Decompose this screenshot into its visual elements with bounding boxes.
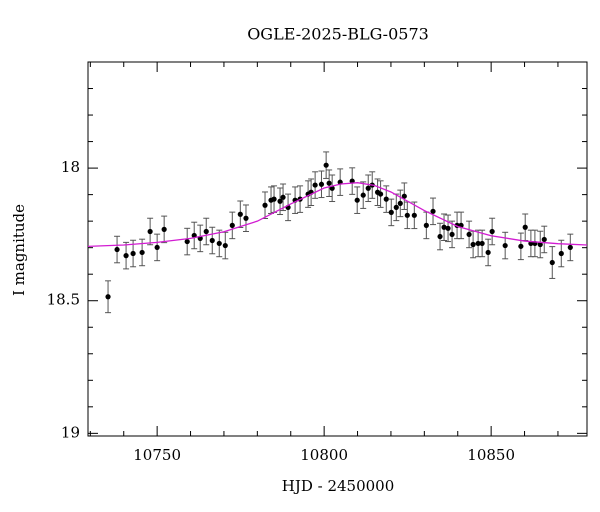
data-point [475, 240, 481, 247]
x-tick-label: 10800 [300, 446, 348, 464]
data-point [326, 180, 332, 186]
data-point [485, 249, 491, 256]
data-point [537, 241, 543, 248]
y-tick-label: 18.5 [47, 291, 80, 309]
y-tick-label: 18 [61, 158, 80, 176]
data-point [280, 194, 286, 200]
chart-title: OGLE-2025-BLG-0573 [247, 25, 429, 44]
x-tick-label: 10750 [133, 446, 181, 464]
data-point [466, 231, 472, 238]
data-point [404, 212, 410, 218]
data-point [549, 259, 555, 266]
data-point [365, 185, 371, 191]
data-point [161, 226, 167, 232]
data-point [502, 242, 508, 249]
data-point [154, 244, 160, 251]
data-point [123, 253, 129, 259]
data-point [318, 181, 325, 187]
data-point [271, 196, 277, 202]
data-point [449, 231, 455, 238]
data-point [541, 236, 547, 243]
y-axis-label: I magnitude [10, 204, 28, 296]
x-axis-label: HJD - 2450000 [282, 477, 395, 495]
data-point [323, 162, 329, 168]
data-point [360, 192, 366, 198]
data-point [105, 294, 111, 300]
data-point [388, 209, 394, 215]
data-point [479, 240, 485, 247]
data-point [489, 228, 495, 235]
data-point [437, 233, 443, 240]
data-point [567, 244, 573, 251]
data-point [377, 191, 384, 197]
data-point [277, 198, 283, 204]
data-point [558, 250, 564, 257]
data-point [397, 200, 403, 206]
data-point [229, 222, 235, 228]
data-point [423, 222, 429, 228]
data-point [216, 240, 222, 247]
data-point [184, 238, 190, 245]
data-point [401, 193, 407, 199]
data-point [518, 243, 524, 249]
data-point [139, 249, 145, 256]
data-point [243, 215, 249, 221]
data-point [237, 211, 243, 217]
data-point [441, 224, 447, 230]
data-point [203, 228, 209, 235]
data-point [354, 197, 360, 203]
data-point [130, 250, 136, 257]
data-point [114, 246, 120, 253]
data-point [312, 182, 318, 188]
data-point [393, 204, 399, 210]
data-point [147, 228, 153, 235]
data-point [430, 208, 436, 214]
data-point [470, 241, 476, 248]
data-point [222, 242, 228, 249]
data-point [522, 224, 528, 230]
model-curve [87, 182, 588, 247]
data-point [209, 237, 215, 244]
data-point [445, 225, 451, 231]
data-point [383, 196, 389, 202]
data-point [411, 212, 417, 218]
x-tick-label: 10850 [467, 446, 515, 464]
plot-frame [87, 61, 588, 437]
y-tick-label: 19 [61, 423, 80, 441]
data-point [262, 202, 268, 208]
